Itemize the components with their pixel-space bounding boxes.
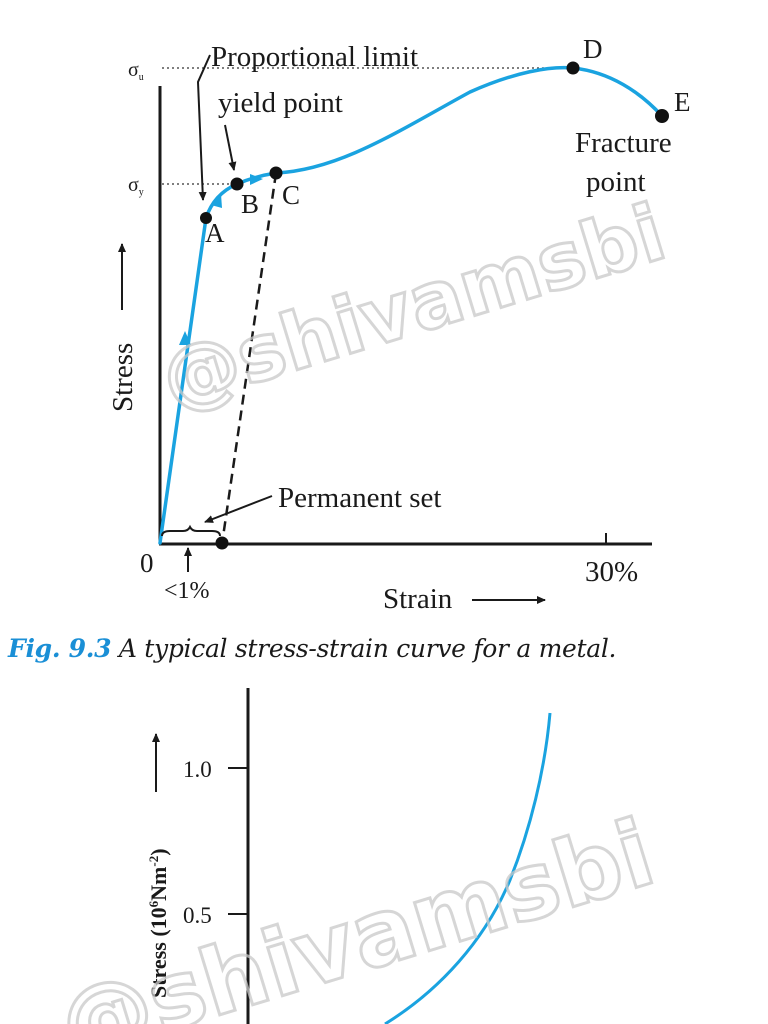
fracture-label-2: point [586,166,646,198]
lt1-label: <1% [164,578,210,604]
stress-chart-2: 1.0 0.5 Stress (106Nm-2) [146,688,552,1024]
sigma-y-label: σy [128,174,144,198]
proportional-limit-label: Proportional limit [211,41,418,73]
curve-arrow-2 [211,194,222,208]
sigma-u-label: σu [128,59,144,83]
unloading-line [220,172,278,545]
figure-caption-label: Fig. 9.3 [8,634,112,663]
permanent-set-point [215,536,229,550]
point-d-label: D [583,34,603,64]
y-tick-1-label: 1.0 [183,757,212,782]
fracture-label-1: Fracture [575,127,672,159]
point-a [200,212,212,224]
stress-unit-label: Stress (106Nm-2) [146,848,171,998]
permanent-set-label: Permanent set [278,482,441,514]
proportional-limit-arrow [196,54,211,201]
point-c-label: C [282,180,300,210]
yield-point-arrow [224,124,237,171]
point-a-label: A [205,218,225,248]
x-tick-30-label: 30% [585,556,638,588]
stress-curve-2 [384,712,552,1024]
point-d [566,61,580,75]
permanent-set-brace [161,524,221,537]
watermark-top: @shivamsbi [151,188,675,426]
point-e-label: E [674,87,691,117]
origin-label: 0 [140,548,154,578]
curve-arrow-1 [179,331,191,345]
point-e [655,109,669,123]
watermark-bottom: @shivamsbi [47,799,665,1024]
figure-caption-text: A typical stress-strain curve for a meta… [111,634,617,663]
y-tick-05-label: 0.5 [183,903,212,928]
stress-label: Stress [107,343,139,412]
point-c [269,166,283,180]
yield-point-label: yield point [218,87,343,119]
curve-arrow-3 [250,174,263,185]
permanent-set-arrow [204,495,273,523]
stress-strain-chart: σu σy Proportional limit yield point A B… [107,34,691,615]
point-b [230,177,244,191]
strain-label: Strain [383,583,453,615]
figure-caption: Fig. 9.3 A typical stress-strain curve f… [8,634,616,663]
point-b-label: B [241,189,259,219]
